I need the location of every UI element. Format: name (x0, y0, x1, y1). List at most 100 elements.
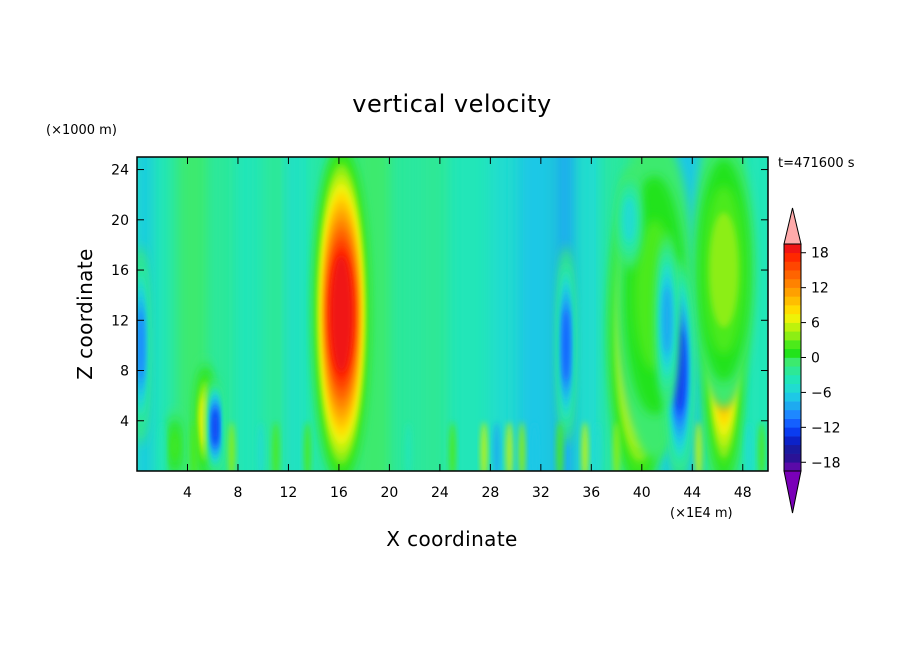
field-band (155, 157, 175, 471)
downdraft-contour (212, 409, 218, 445)
updraft-contour (171, 428, 179, 464)
colorbar-bin (784, 392, 801, 402)
colorbar-label: 0 (811, 351, 820, 367)
x-tick-label: 48 (734, 485, 752, 501)
y-axis-title: Z coordinate (73, 248, 97, 380)
field-band (395, 157, 415, 471)
colorbar-bin (784, 340, 801, 350)
y-axis: 4 8 12 16 20 24 (111, 163, 768, 430)
field-band (237, 157, 264, 471)
colorbar-over-triangle (783, 207, 802, 245)
colorbar-bin (784, 462, 801, 472)
colorbar-bin (784, 322, 801, 332)
surface-noise (449, 422, 456, 471)
surface-noise (758, 422, 765, 471)
x-tick-label: 32 (532, 485, 550, 501)
colorbar-bin (784, 244, 801, 254)
field-band (301, 157, 314, 471)
colorbar-bin (784, 296, 801, 306)
colorbar-bin (784, 444, 801, 454)
plot-frame (136, 156, 769, 472)
y-tick-label: 20 (111, 213, 129, 229)
surface-noise (531, 422, 538, 471)
field-band (452, 157, 491, 471)
surface-noise (518, 422, 526, 471)
colorbar-bin (784, 436, 801, 446)
surface-noise (159, 422, 166, 471)
colorbar-bin (784, 453, 801, 463)
z-unit-label: (×1000 m) (46, 123, 117, 138)
field-band (515, 157, 554, 471)
contour-field (137, 157, 768, 471)
colorbar-bin (784, 313, 801, 323)
colorbar-bin (784, 252, 801, 262)
y-tick-label: 12 (111, 313, 129, 329)
x-tick-label: 20 (380, 485, 398, 501)
y-tick-label: 24 (111, 163, 129, 179)
surface-noise (480, 422, 488, 471)
y-tick-label: 4 (120, 414, 129, 430)
downdraft-contour (137, 308, 144, 382)
surface-noise (304, 422, 311, 471)
surface-noise (405, 422, 412, 471)
surface-noise (190, 422, 197, 471)
colorbar-label: −6 (811, 385, 832, 401)
x-tick-label: 36 (582, 485, 600, 501)
surface-noise (745, 422, 753, 471)
colorbar-bin (784, 374, 801, 384)
surface-noise (613, 422, 620, 471)
surface-noise (228, 422, 235, 471)
field-band (490, 157, 516, 471)
downdraft-contour (563, 309, 570, 382)
x-tick-label: 4 (183, 485, 192, 501)
downdraft-contour (623, 198, 635, 241)
colorbar-label: 12 (811, 281, 829, 297)
surface-noise (506, 422, 513, 471)
colorbar-bin (784, 278, 801, 288)
colorbar-bin (784, 427, 801, 437)
time-label: t=471600 s (778, 156, 855, 171)
field-band (288, 157, 302, 471)
colorbar-bin (784, 287, 801, 297)
field-band (414, 157, 453, 471)
surface-noise (695, 422, 702, 471)
x-axis: 4 8 12 16 20 24 28 32 36 40 44 48 (183, 157, 752, 501)
colorbar-label: −18 (811, 455, 841, 471)
surface-noise (257, 422, 264, 471)
colorbar-bin (784, 261, 801, 271)
x-axis-title: X coordinate (386, 527, 518, 551)
colorbar-bin (784, 366, 801, 376)
updraft-contour (709, 212, 739, 328)
downdraft-contour (674, 331, 685, 410)
x-tick-label: 44 (683, 485, 701, 501)
surface-noise (493, 422, 500, 471)
colorbar-bin (784, 357, 801, 367)
field-band (578, 157, 604, 471)
colorbar-bin (784, 331, 801, 341)
colorbar-bin (784, 270, 801, 280)
x-tick-label: 8 (233, 485, 242, 501)
colorbar-label: −12 (811, 420, 841, 436)
updraft-contour (200, 397, 210, 445)
x-tick-label: 12 (280, 485, 298, 501)
colorbar-bin (784, 383, 801, 393)
colorbar-label: 18 (811, 246, 829, 262)
chart-title: vertical velocity (352, 90, 551, 118)
colorbar-under-triangle (783, 470, 802, 514)
colorbar-bin (784, 348, 801, 358)
colorbar-bin (784, 409, 801, 419)
x-tick-label: 40 (633, 485, 651, 501)
surface-noise (272, 422, 279, 471)
colorbar-bin (784, 401, 801, 411)
colorbar-bin (784, 418, 801, 428)
x-tick-label: 24 (431, 485, 449, 501)
downdraft-contour (662, 287, 672, 354)
surface-noise (556, 422, 563, 471)
colorbar-bin (784, 305, 801, 315)
x-tick-label: 16 (330, 485, 348, 501)
colorbar: 18 12 6 0 −6 −12 −18 (783, 207, 841, 514)
x-unit-label: (×1E4 m) (670, 506, 733, 521)
surface-noise (581, 422, 589, 471)
surface-noise (594, 422, 601, 471)
